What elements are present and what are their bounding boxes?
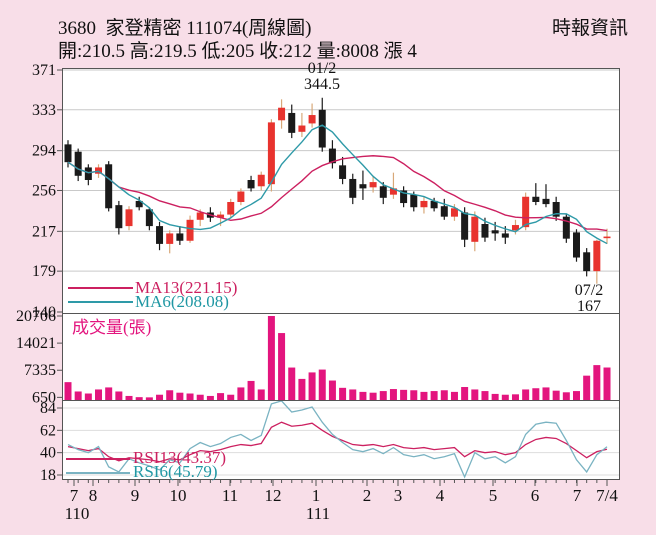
ma6-legend-line bbox=[68, 301, 133, 303]
rsi6-line bbox=[67, 400, 608, 479]
svg-text:84: 84 bbox=[40, 400, 56, 417]
axis-labels: 3713332942562171791402070614021733565084… bbox=[16, 62, 618, 505]
ma13-legend-label: MA13(221.15) bbox=[135, 278, 238, 297]
svg-text:3: 3 bbox=[394, 486, 403, 505]
svg-text:217: 217 bbox=[32, 223, 56, 240]
year-label-111: 111 bbox=[305, 504, 331, 523]
rsi13-legend-label: RSI13(43.37) bbox=[133, 448, 227, 467]
stock-title: 3680 家登精密 111074(周線圖) bbox=[58, 18, 312, 39]
low-annotation: 07/2 167 bbox=[554, 283, 624, 315]
svg-text:371: 371 bbox=[32, 62, 56, 79]
svg-text:10: 10 bbox=[170, 486, 187, 505]
ohlc-summary: 開:210.5 高:219.5 低:205 收:212 量:8008 漲 4 bbox=[58, 41, 417, 62]
volume-bars bbox=[64, 316, 611, 400]
svg-text:1: 1 bbox=[312, 486, 321, 505]
low-annotation-price: 167 bbox=[577, 298, 601, 315]
year-label-110: 110 bbox=[64, 504, 90, 523]
svg-text:4: 4 bbox=[436, 486, 445, 505]
pane-borders bbox=[62, 68, 620, 480]
candlestick-series bbox=[64, 97, 611, 284]
rsi-lines bbox=[67, 400, 608, 479]
svg-text:6: 6 bbox=[531, 486, 540, 505]
ma6-line bbox=[67, 124, 608, 245]
svg-text:11: 11 bbox=[222, 486, 238, 505]
svg-text:256: 256 bbox=[32, 182, 56, 199]
volume-legend-label: 成交量(張) bbox=[72, 318, 152, 337]
svg-text:40: 40 bbox=[40, 445, 56, 462]
svg-text:140: 140 bbox=[32, 304, 56, 321]
svg-text:7: 7 bbox=[70, 486, 79, 505]
rsi13-legend-line bbox=[66, 458, 130, 460]
svg-text:179: 179 bbox=[32, 263, 56, 280]
svg-text:7/4: 7/4 bbox=[596, 486, 618, 505]
high-annotation: 01/2 344.5 bbox=[282, 61, 362, 93]
svg-text:8: 8 bbox=[89, 486, 98, 505]
svg-text:7: 7 bbox=[573, 486, 582, 505]
svg-text:2: 2 bbox=[363, 486, 372, 505]
svg-text:62: 62 bbox=[40, 422, 56, 439]
ma-lines bbox=[67, 124, 608, 245]
chart-panes bbox=[62, 68, 620, 480]
ma13-line bbox=[67, 155, 608, 232]
axis-ticks bbox=[57, 69, 608, 486]
data-source-label: 時報資訊 bbox=[551, 18, 628, 39]
gridlines bbox=[62, 69, 620, 476]
svg-text:333: 333 bbox=[32, 102, 56, 119]
high-annotation-date: 01/2 bbox=[307, 60, 337, 77]
svg-text:5: 5 bbox=[489, 486, 498, 505]
rsi6-legend-line bbox=[66, 472, 130, 474]
svg-text:12: 12 bbox=[265, 486, 282, 505]
svg-text:14021: 14021 bbox=[16, 335, 56, 352]
ma6-legend-label: MA6(208.08) bbox=[135, 292, 229, 311]
ma13-legend-line bbox=[68, 287, 133, 289]
high-annotation-price: 344.5 bbox=[304, 76, 340, 93]
svg-text:18: 18 bbox=[40, 467, 56, 484]
svg-text:9: 9 bbox=[131, 486, 140, 505]
low-annotation-date: 07/2 bbox=[574, 282, 604, 299]
rsi6-legend-label: RSI6(45.79) bbox=[133, 462, 218, 481]
svg-text:7335: 7335 bbox=[24, 362, 56, 379]
svg-text:20706: 20706 bbox=[16, 308, 56, 325]
svg-text:294: 294 bbox=[32, 143, 56, 160]
svg-text:650: 650 bbox=[32, 389, 56, 406]
